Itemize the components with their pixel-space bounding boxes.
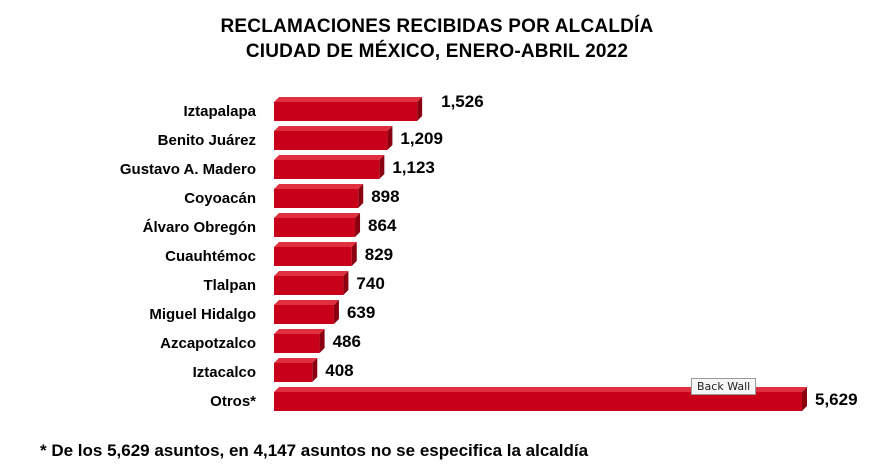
bar-side-face (343, 271, 349, 295)
value-label: 486 (333, 332, 361, 351)
bar-top-face (274, 300, 339, 305)
value-label: 1,209 (400, 129, 443, 148)
bar-front-face (274, 189, 359, 208)
bar-front-face (274, 276, 344, 295)
bar-front-face (274, 363, 313, 382)
bar-iztapalapa (274, 97, 423, 121)
bar-front-face (274, 131, 388, 150)
bar-cuauhtemoc (274, 242, 357, 266)
category-label: Benito Juárez (158, 132, 256, 149)
bar-gustavo-a-madero (274, 155, 385, 179)
bar-tlalpan (274, 271, 349, 295)
category-label: Cuauhtémoc (165, 248, 256, 265)
bar-side-face (319, 329, 325, 353)
value-label: 408 (325, 361, 353, 380)
bar-iztacalco (274, 358, 318, 382)
bar-side-face (355, 213, 361, 237)
category-label: Azcapotzalco (160, 335, 256, 352)
value-label: 5,629 (815, 390, 858, 409)
bar-otros (274, 387, 807, 411)
bar-side-face (387, 126, 393, 150)
bar-front-face (274, 160, 380, 179)
value-label: 740 (356, 274, 384, 293)
bar-side-face (417, 97, 423, 121)
value-label: 864 (368, 216, 397, 235)
value-label: 898 (371, 187, 399, 206)
back-wall-tooltip: Back Wall (691, 378, 757, 395)
category-label: Gustavo A. Madero (120, 161, 256, 178)
bar-top-face (274, 155, 385, 160)
bar-top-face (274, 184, 364, 189)
bar-front-face (274, 305, 334, 324)
category-label: Iztacalco (193, 364, 256, 381)
bar-side-face (312, 358, 318, 382)
bar-front-face (274, 218, 356, 237)
bar-side-face (351, 242, 357, 266)
bar-azcapotzalco (274, 329, 325, 353)
bar-side-face (379, 155, 385, 179)
chart-title-line-1: RECLAMACIONES RECIBIDAS POR ALCALDÍA (220, 16, 654, 37)
bar-front-face (274, 334, 320, 353)
bar-miguel-hidalgo (274, 300, 339, 324)
value-label: 829 (365, 245, 393, 264)
bar-top-face (274, 242, 357, 247)
bar-side-face (333, 300, 339, 324)
value-label: 1,526 (441, 92, 484, 111)
category-label: Iztapalapa (183, 103, 256, 120)
bar-side-face (358, 184, 364, 208)
bar-top-face (274, 213, 361, 218)
bar-front-face (274, 102, 418, 121)
value-label: 639 (347, 303, 375, 322)
bar-alvaro-obregon (274, 213, 361, 237)
value-label: 1,123 (392, 158, 435, 177)
bar-top-face (274, 126, 393, 131)
bar-benito-juarez (274, 126, 393, 150)
bar-front-face (274, 392, 802, 411)
bar-top-face (274, 329, 325, 334)
bar-top-face (274, 97, 423, 102)
footnote: * De los 5,629 asuntos, en 4,147 asuntos… (40, 441, 589, 460)
bar-coyoacan (274, 184, 364, 208)
bar-top-face (274, 387, 807, 392)
category-label: Tlalpan (203, 277, 256, 294)
chart-title: RECLAMACIONES RECIBIDAS POR ALCALDÍA CIU… (0, 14, 874, 64)
bar-front-face (274, 247, 352, 266)
category-label: Otros* (210, 393, 256, 410)
chart-title-line-2: CIUDAD DE MÉXICO, ENERO-ABRIL 2022 (245, 41, 629, 62)
bar-side-face (802, 387, 807, 411)
category-label: Álvaro Obregón (143, 219, 256, 236)
bar-top-face (274, 358, 318, 363)
bar-top-face (274, 271, 349, 276)
category-label: Miguel Hidalgo (149, 306, 256, 323)
category-label: Coyoacán (184, 190, 256, 207)
